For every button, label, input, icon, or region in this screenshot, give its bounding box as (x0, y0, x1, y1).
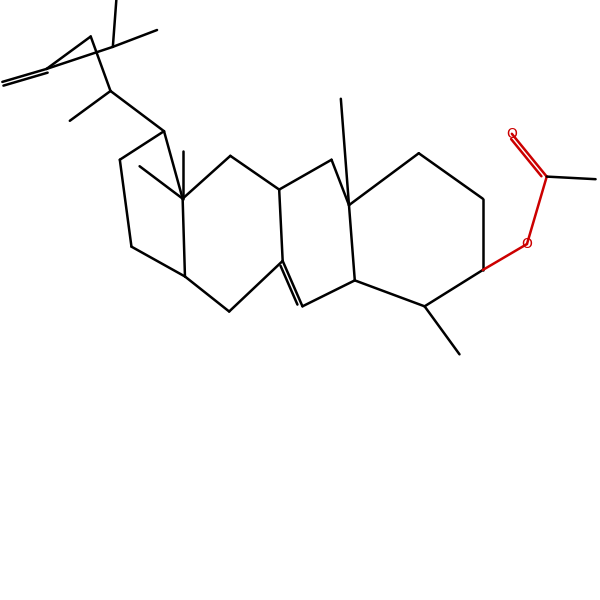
Text: O: O (521, 237, 532, 251)
Text: O: O (506, 127, 517, 141)
